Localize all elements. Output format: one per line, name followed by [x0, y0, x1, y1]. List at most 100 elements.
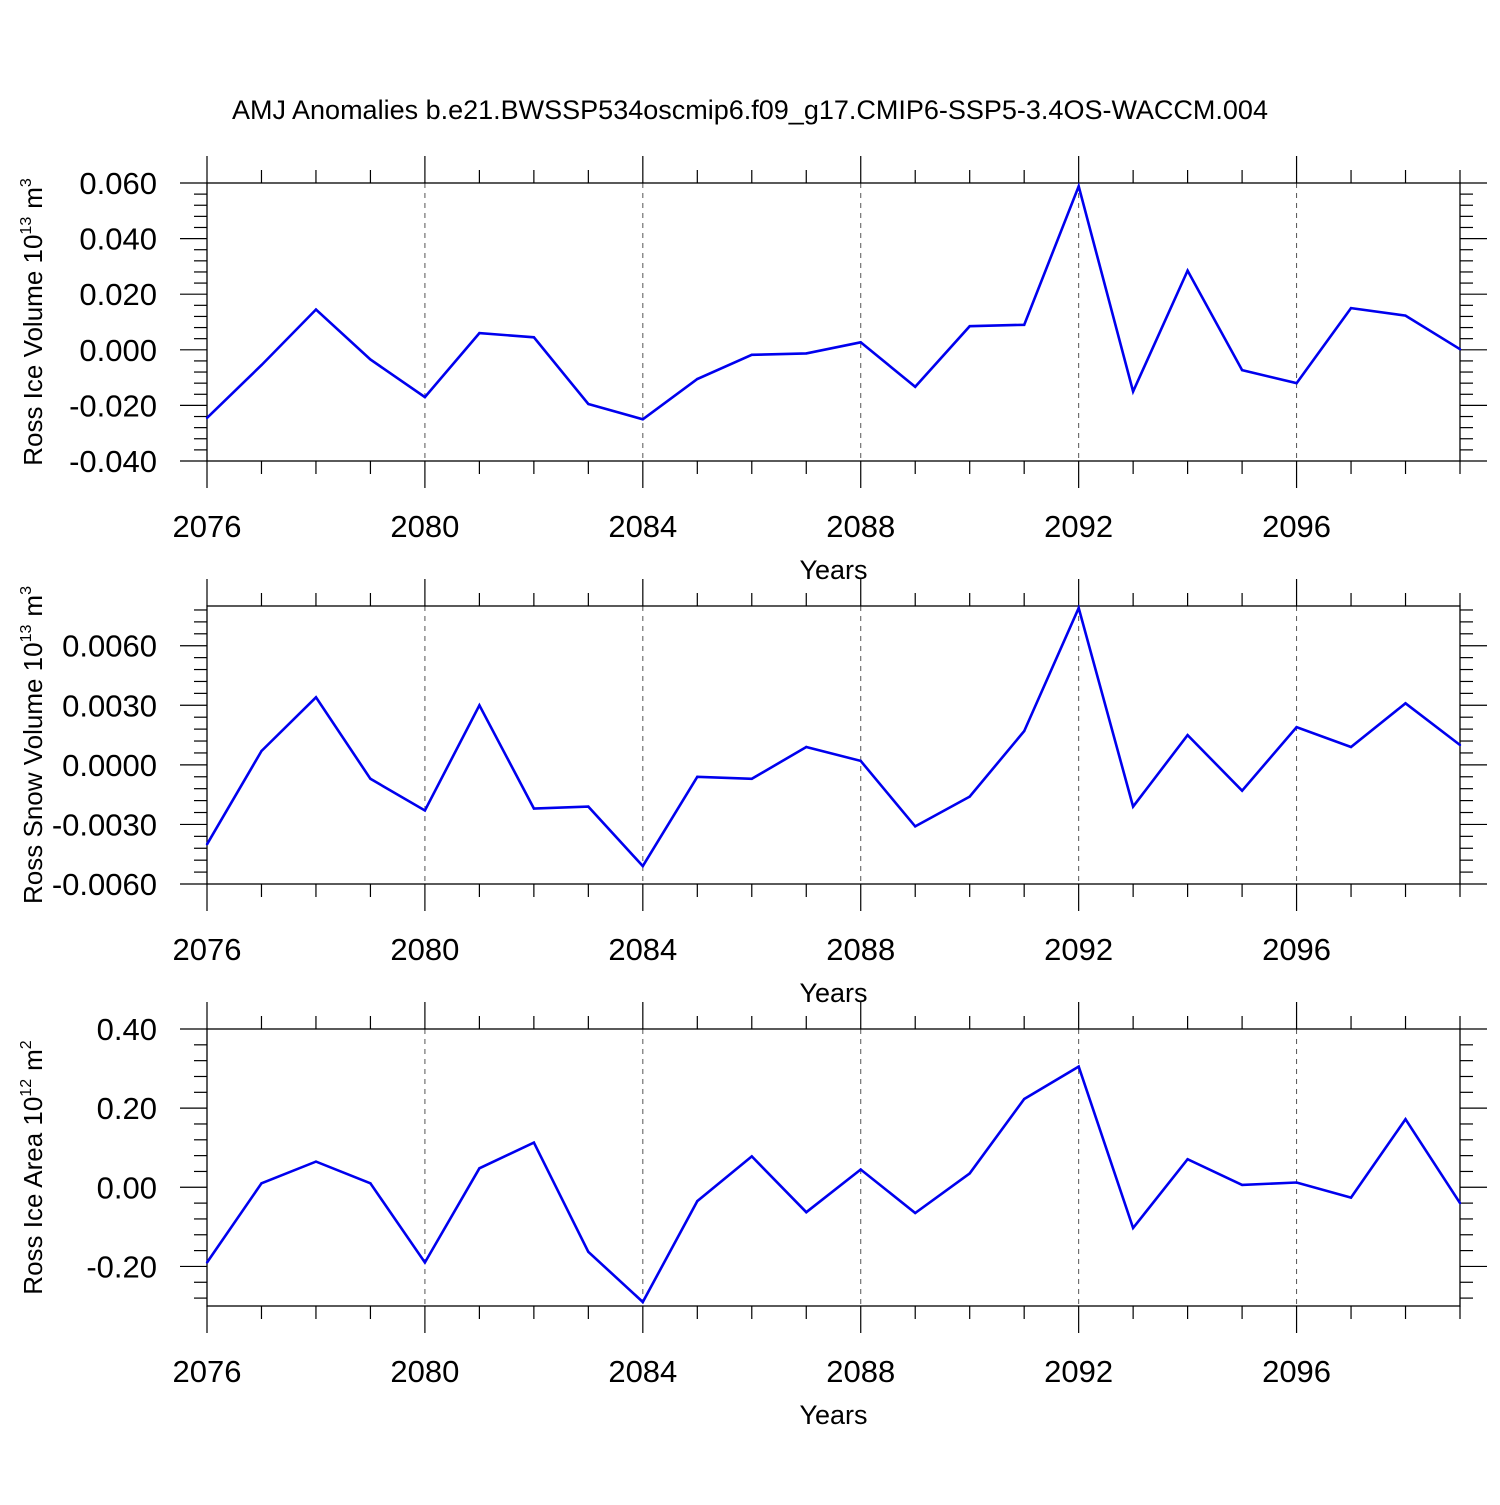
- x-tick-label: 2088: [826, 932, 895, 967]
- data-point-2079: [369, 1182, 372, 1185]
- data-point-2087: [805, 352, 808, 355]
- y-axis-label-text: m: [18, 595, 48, 617]
- data-point-2080: [423, 1261, 427, 1264]
- data-point-2078: [314, 1160, 318, 1163]
- data-point-2098: [1404, 702, 1407, 705]
- data-point-2093: [1131, 390, 1135, 393]
- y-axis-label: Ross Ice Area 1012 m2: [18, 1040, 48, 1294]
- panel-ice-area: -0.20 0.00 0.20 0.40 2076 2080 2084 2088 2092 209…: [18, 1002, 1487, 1430]
- x-tick-label: 2092: [1044, 1354, 1113, 1389]
- x-tick-label: 2092: [1044, 509, 1113, 544]
- y-axis-label-text: m: [18, 187, 48, 209]
- plot-frame: [206, 182, 1461, 462]
- data-point-2094: [1186, 269, 1189, 272]
- x-tick-label: 2080: [390, 932, 459, 967]
- data-point-2080: [423, 809, 427, 812]
- x-axis-label: Years: [799, 1400, 867, 1430]
- data-point-2085: [696, 1199, 699, 1203]
- y-axis-label: Ross Ice Volume 1013 m3: [18, 178, 48, 466]
- y-tick-label: 0.020: [79, 277, 157, 312]
- y-axis-label-text: Ross Ice Volume 10: [18, 235, 48, 466]
- data-point-2076: [205, 843, 209, 846]
- data-point-2088: [859, 759, 862, 763]
- y-tick-label: 0.00: [97, 1170, 157, 1205]
- series-line-ice-area: [205, 1064, 1462, 1305]
- data-point-2091: [1022, 323, 1026, 326]
- y-axis-label-superscript: 3: [18, 178, 35, 187]
- data-point-2082: [532, 336, 536, 339]
- x-tick-label: 2080: [390, 509, 459, 544]
- data-point-2081: [478, 704, 481, 707]
- x-tick-label: 2084: [608, 932, 677, 967]
- data-point-2079: [369, 777, 372, 780]
- data-point-2097: [1349, 1196, 1353, 1199]
- panel-snow-volume: -0.0060 -0.0030 0.0000 0.0030 0.0060 2076 2080…: [18, 579, 1487, 1008]
- data-point-2089: [914, 1211, 917, 1215]
- data-point-2078: [314, 308, 318, 311]
- data-point-2077: [260, 1182, 263, 1185]
- data-point-2083: [587, 402, 590, 406]
- y-tick-label: 0.000: [79, 333, 157, 368]
- data-point-2091: [1022, 729, 1026, 733]
- plot-frame: [206, 605, 1461, 885]
- data-point-2085: [696, 377, 699, 381]
- data-point-2087: [805, 1211, 808, 1214]
- y-tick-label: -0.0030: [52, 807, 157, 842]
- x-tick-label: 2096: [1262, 509, 1331, 544]
- data-point-2084: [641, 1300, 645, 1304]
- data-point-2087: [805, 745, 808, 749]
- data-point-2088: [859, 1168, 862, 1171]
- data-point-2099: [1458, 1201, 1462, 1205]
- data-point-2098: [1404, 1118, 1407, 1121]
- y-axis-label-superscript: 12: [18, 1079, 35, 1097]
- y-tick-label: -0.040: [69, 444, 157, 479]
- x-tick-label: 2076: [173, 932, 242, 967]
- y-tick-label: -0.0060: [52, 867, 157, 902]
- data-point-2089: [914, 825, 917, 828]
- y-axis-label-text: Ross Ice Area 10: [18, 1097, 48, 1295]
- y-axis-label-text: m: [18, 1049, 48, 1071]
- data-point-2083: [587, 1250, 590, 1253]
- data-point-2081: [478, 331, 481, 335]
- y-tick-label: 0.060: [79, 166, 157, 201]
- y-tick-label: -0.020: [69, 388, 157, 423]
- data-point-2095: [1240, 1183, 1244, 1187]
- x-tick-label: 2092: [1044, 932, 1113, 967]
- x-tick-label: 2076: [173, 509, 242, 544]
- data-point-2081: [478, 1167, 481, 1170]
- y-axis-label-superscript: 13: [18, 217, 35, 235]
- data-point-2077: [260, 749, 263, 753]
- data-point-2096: [1295, 725, 1298, 729]
- data-point-2084: [641, 864, 645, 868]
- data-point-2092: [1077, 1065, 1080, 1068]
- data-point-2086: [750, 1155, 753, 1158]
- data-point-2078: [314, 696, 318, 699]
- data-point-2091: [1022, 1097, 1026, 1101]
- y-tick-label: 0.0060: [62, 629, 157, 664]
- data-point-2086: [750, 353, 753, 357]
- series-line-ice-volume: [206, 182, 1461, 421]
- y-tick-label: 0.040: [79, 222, 157, 257]
- data-point-2099: [1458, 348, 1462, 351]
- data-point-2097: [1349, 745, 1353, 749]
- y-tick-label: 0.0000: [62, 748, 157, 783]
- x-tick-label: 2076: [173, 1354, 242, 1389]
- data-point-2089: [914, 385, 917, 388]
- data-point-2090: [968, 324, 971, 328]
- data-point-2094: [1186, 1157, 1189, 1161]
- data-point-2085: [696, 775, 699, 778]
- data-point-2082: [532, 1141, 536, 1144]
- y-axis-label-text: Ross Snow Volume 10: [18, 642, 48, 904]
- data-point-2076: [205, 1261, 209, 1264]
- data-point-2088: [859, 341, 862, 344]
- y-tick-label: 0.40: [97, 1012, 157, 1047]
- data-point-2092: [1077, 185, 1080, 188]
- data-point-2095: [1240, 789, 1244, 792]
- chart-panels: -0.040 -0.020 0.000 0.020 0.040 0.060 2076 2080…: [18, 156, 1487, 1430]
- x-tick-label: 2084: [608, 1354, 677, 1389]
- data-point-2090: [968, 1172, 971, 1175]
- data-point-2093: [1131, 1226, 1135, 1230]
- data-point-2094: [1186, 733, 1189, 737]
